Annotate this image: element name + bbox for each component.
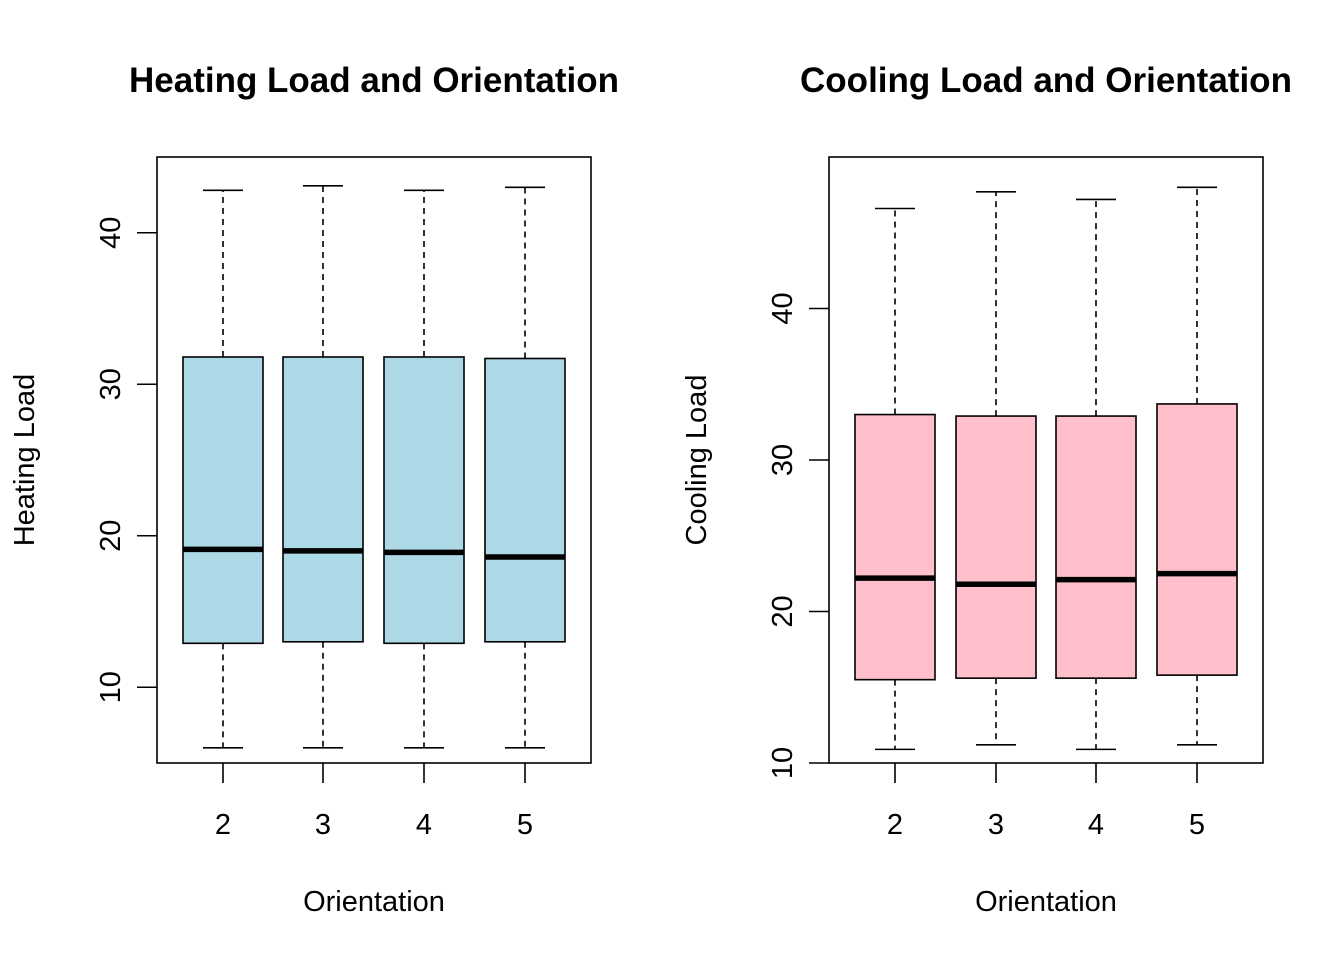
- box-2: [854, 413, 936, 681]
- box-4: [383, 356, 465, 645]
- box-3: [282, 356, 364, 643]
- y-tick-label: 10: [767, 747, 799, 779]
- box-3: [955, 415, 1037, 679]
- x-tick-label: 4: [1088, 809, 1104, 841]
- y-axis-label: Heating Load: [9, 374, 41, 547]
- y-tick-label: 20: [767, 595, 799, 627]
- y-tick-label: 40: [767, 292, 799, 324]
- x-axis-label: Orientation: [975, 886, 1117, 918]
- plot-frame: [156, 156, 592, 764]
- box-5: [484, 357, 566, 643]
- box-5: [1156, 403, 1238, 676]
- y-tick-label: 30: [767, 444, 799, 476]
- chart-title: Cooling Load and Orientation: [800, 61, 1292, 100]
- x-tick-label: 5: [1189, 809, 1205, 841]
- x-tick-label: 3: [988, 809, 1004, 841]
- x-tick-label: 2: [215, 809, 231, 841]
- y-tick-label: 20: [95, 520, 127, 552]
- y-tick-label: 10: [95, 671, 127, 703]
- x-tick-label: 3: [315, 809, 331, 841]
- x-tick-label: 4: [416, 809, 432, 841]
- chart-title: Heating Load and Orientation: [129, 61, 619, 100]
- y-tick-label: 30: [95, 368, 127, 400]
- box-2: [182, 356, 264, 645]
- x-tick-label: 5: [517, 809, 533, 841]
- x-axis-label: Orientation: [303, 886, 445, 918]
- y-axis-label: Cooling Load: [681, 375, 713, 546]
- box-4: [1055, 415, 1137, 679]
- y-tick-label: 40: [95, 217, 127, 249]
- x-tick-label: 2: [887, 809, 903, 841]
